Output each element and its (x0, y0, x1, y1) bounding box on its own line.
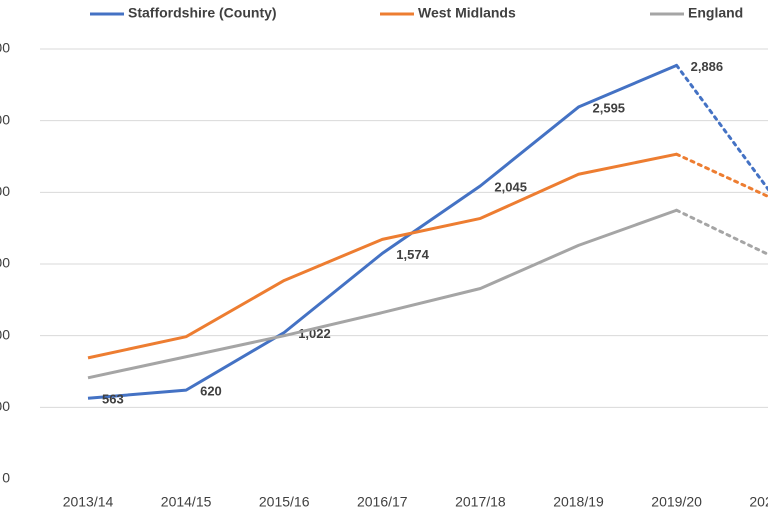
x-tick-label: 2018/19 (553, 494, 604, 510)
y-tick-label: 3,000 (0, 40, 10, 56)
y-tick-label: 0 (2, 470, 10, 486)
series-line (87, 152, 677, 360)
x-tick-label: 2014/15 (161, 494, 212, 510)
data-label: 563 (102, 392, 124, 407)
series-line (87, 63, 678, 400)
y-tick-label: 2,000 (0, 183, 10, 199)
series-line (87, 208, 678, 380)
data-label: 620 (200, 384, 222, 399)
legend-label: England (688, 5, 743, 21)
legend-label: Staffordshire (County) (128, 5, 277, 21)
y-tick-label: 1,500 (0, 255, 10, 271)
x-tick-label: 2016/17 (357, 494, 408, 510)
projection-line (675, 63, 768, 192)
projection-line (675, 208, 768, 256)
data-label: 2,595 (593, 100, 626, 115)
x-tick-label: 2013/14 (63, 494, 114, 510)
x-tick-label: 2017/18 (455, 494, 506, 510)
x-tick-label: 2015/16 (259, 494, 310, 510)
x-tick-label: 2019/20 (651, 494, 702, 510)
data-label: 2,886 (691, 59, 724, 74)
data-label: 2,045 (494, 179, 527, 194)
y-tick-label: 2,500 (0, 111, 10, 127)
legend-label: West Midlands (418, 5, 516, 21)
y-tick-label: 500 (0, 398, 10, 414)
y-tick-label: 1,000 (0, 326, 10, 342)
data-label: 1,574 (396, 247, 429, 262)
projection-line (675, 152, 768, 199)
